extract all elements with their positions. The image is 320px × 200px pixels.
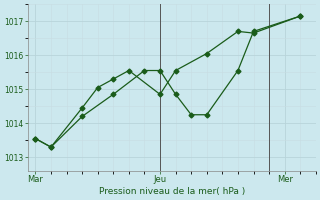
X-axis label: Pression niveau de la mer( hPa ): Pression niveau de la mer( hPa ) <box>99 187 245 196</box>
